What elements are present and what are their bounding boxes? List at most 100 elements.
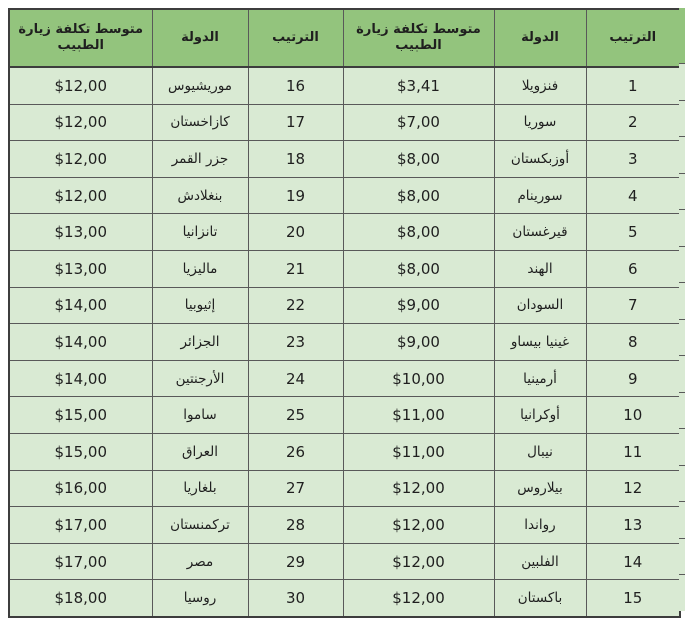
country-cell: بلغاريا xyxy=(151,469,249,508)
rank-cell: 1 xyxy=(585,66,681,105)
rank-cell: 13 xyxy=(585,506,681,544)
cost-cell: $10,00 xyxy=(342,359,495,398)
rank-cell: 19 xyxy=(247,176,344,215)
country-cell: تركمنستان xyxy=(151,506,249,544)
rank-cell: 17 xyxy=(247,103,344,142)
country-cell: ساموا xyxy=(151,396,249,434)
country-cell: كازاخستان xyxy=(151,103,249,142)
cost-cell: $7,00 xyxy=(342,103,495,142)
rank-cell: 3 xyxy=(585,140,681,178)
header-rank-right: الترتيب xyxy=(585,8,681,68)
cost-cell: $14,00 xyxy=(8,323,153,361)
cost-cell: $12,00 xyxy=(342,506,495,544)
country-cell: الهند xyxy=(493,249,587,288)
rank-cell: 16 xyxy=(247,66,344,105)
table-row: 9 أرمينيا $10,00 24 الأرجنتين $14,00 xyxy=(8,359,681,398)
rank-cell: 27 xyxy=(247,469,344,508)
rank-cell: 11 xyxy=(585,432,681,471)
sliver-cell xyxy=(679,173,685,210)
cost-cell: $9,00 xyxy=(342,286,495,325)
sliver-cell xyxy=(679,246,685,283)
table-row: 1 فنزويلا $3,41 16 موريشيوس $12,00 xyxy=(8,66,681,105)
sliver-cell xyxy=(679,356,685,393)
sliver-cell xyxy=(679,502,685,539)
cost-cell: $12,00 xyxy=(8,103,153,142)
cost-cell: $8,00 xyxy=(342,213,495,251)
cost-cell: $11,00 xyxy=(342,432,495,471)
sliver-cell xyxy=(679,64,685,101)
rank-cell: 26 xyxy=(247,432,344,471)
cost-cell: $18,00 xyxy=(8,579,153,618)
rank-cell: 9 xyxy=(585,359,681,398)
header-row: الترتيب الدولة متوسط تكلفة زيارة الطبيب … xyxy=(8,8,681,68)
rank-cell: 5 xyxy=(585,213,681,251)
sliver-cell xyxy=(679,465,685,502)
rank-cell: 24 xyxy=(247,359,344,398)
country-cell: الأرجنتين xyxy=(151,359,249,398)
country-cell: جزر القمر xyxy=(151,140,249,178)
rank-cell: 18 xyxy=(247,140,344,178)
rank-cell: 7 xyxy=(585,286,681,325)
rank-cell: 6 xyxy=(585,249,681,288)
country-cell: ماليزيا xyxy=(151,249,249,288)
header-cost-right: متوسط تكلفة زيارة الطبيب xyxy=(342,8,495,68)
cost-cell: $11,00 xyxy=(342,396,495,434)
country-cell: باكستان xyxy=(493,579,587,618)
cost-cell: $3,41 xyxy=(342,66,495,105)
country-cell: أوكرانيا xyxy=(493,396,587,434)
rank-cell: 20 xyxy=(247,213,344,251)
clipped-column-sliver xyxy=(679,8,685,611)
country-cell: أوزبكستان xyxy=(493,140,587,178)
table-row: 11 نيبال $11,00 26 العراق $15,00 xyxy=(8,432,681,471)
rank-cell: 14 xyxy=(585,542,681,581)
country-cell: العراق xyxy=(151,432,249,471)
sliver-cell xyxy=(679,319,685,356)
rank-cell: 21 xyxy=(247,249,344,288)
country-cell: موريشيوس xyxy=(151,66,249,105)
country-cell: سورينام xyxy=(493,176,587,215)
country-cell: قيرغستان xyxy=(493,213,587,251)
sliver-cell xyxy=(679,392,685,429)
cost-cell: $9,00 xyxy=(342,323,495,361)
country-cell: سوريا xyxy=(493,103,587,142)
cost-cell: $15,00 xyxy=(8,432,153,471)
country-cell: تانزانيا xyxy=(151,213,249,251)
sliver-cell xyxy=(679,538,685,575)
sliver-cell xyxy=(679,100,685,137)
cost-cell: $12,00 xyxy=(8,176,153,215)
table-row: 12 بيلاروس $12,00 27 بلغاريا $16,00 xyxy=(8,469,681,508)
country-cell: الفلبين xyxy=(493,542,587,581)
country-cell: روسيا xyxy=(151,579,249,618)
rank-cell: 30 xyxy=(247,579,344,618)
table-row: 8 غينيا بيساو $9,00 23 الجزائر $14,00 xyxy=(8,323,681,361)
rank-cell: 8 xyxy=(585,323,681,361)
header-cost-left: متوسط تكلفة زيارة الطبيب xyxy=(8,8,153,68)
rank-cell: 15 xyxy=(585,579,681,618)
table-row: 15 باكستان $12,00 30 روسيا $18,00 xyxy=(8,579,681,618)
cost-cell: $14,00 xyxy=(8,286,153,325)
rank-cell: 25 xyxy=(247,396,344,434)
country-cell: مصر xyxy=(151,542,249,581)
sliver-header-cell xyxy=(679,8,685,64)
table-row: 5 قيرغستان $8,00 20 تانزانيا $13,00 xyxy=(8,213,681,251)
cost-cell: $17,00 xyxy=(8,542,153,581)
rank-cell: 10 xyxy=(585,396,681,434)
table-row: 14 الفلبين $12,00 29 مصر $17,00 xyxy=(8,542,681,581)
country-cell: رواندا xyxy=(493,506,587,544)
header-country-left: الدولة xyxy=(151,8,249,68)
cost-cell: $12,00 xyxy=(342,579,495,618)
cost-cell: $8,00 xyxy=(342,249,495,288)
table-body: 1 فنزويلا $3,41 16 موريشيوس $12,00 2 سوريا $7,00… xyxy=(8,66,681,618)
rank-cell: 28 xyxy=(247,506,344,544)
cost-cell: $15,00 xyxy=(8,396,153,434)
rank-cell: 22 xyxy=(247,286,344,325)
cost-cell: $12,00 xyxy=(8,66,153,105)
sliver-cell xyxy=(679,210,685,247)
table-row: 2 سوريا $7,00 17 كازاخستان $12,00 xyxy=(8,103,681,142)
country-cell: إثيوبيا xyxy=(151,286,249,325)
rank-cell: 29 xyxy=(247,542,344,581)
doctor-visit-cost-ranking-table: الترتيب الدولة متوسط تكلفة زيارة الطبيب … xyxy=(8,8,681,618)
country-cell: غينيا بيساو xyxy=(493,323,587,361)
rank-cell: 4 xyxy=(585,176,681,215)
